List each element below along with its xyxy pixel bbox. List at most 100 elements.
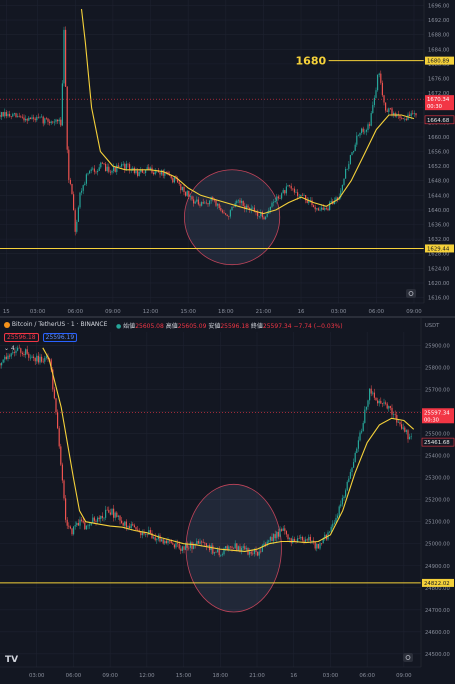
candle-body bbox=[98, 517, 100, 520]
eth-chart-panel[interactable]: 1680 1696.00 1692.00 1688.00 1684.00 1680.00 1… bbox=[0, 0, 455, 317]
candle-body bbox=[57, 119, 59, 122]
candle-body bbox=[223, 212, 225, 214]
candle-body bbox=[255, 211, 257, 213]
candle-body bbox=[333, 200, 335, 205]
price-tick-label: 1688.00 bbox=[428, 33, 449, 39]
candle-body bbox=[42, 116, 44, 124]
candle-body bbox=[385, 402, 387, 404]
gear-icon bbox=[405, 655, 411, 660]
candle-body bbox=[159, 172, 161, 175]
candle-body bbox=[298, 196, 300, 197]
candle-body bbox=[309, 536, 311, 541]
sell-price-button[interactable]: 25596.18 bbox=[4, 333, 39, 342]
candle-body bbox=[250, 551, 252, 554]
btc-price-chart[interactable]: 25900.0025800.0025700.0025600.0025500.00… bbox=[0, 318, 455, 681]
candle-body bbox=[247, 205, 249, 208]
candle-body bbox=[327, 208, 329, 211]
chart-settings-icon[interactable] bbox=[403, 653, 413, 662]
candle-body bbox=[287, 185, 289, 187]
chart-settings-icon[interactable] bbox=[406, 289, 416, 298]
candle-body bbox=[346, 481, 348, 491]
candle-body bbox=[61, 464, 63, 481]
candle-body bbox=[124, 521, 126, 526]
indicator-count: 4 bbox=[10, 345, 15, 352]
candle-body bbox=[15, 350, 17, 353]
candle-body bbox=[324, 534, 326, 539]
candle-body bbox=[34, 357, 36, 362]
candle-body bbox=[177, 179, 179, 183]
candle-body bbox=[349, 472, 351, 479]
indicator-toggle[interactable]: ⌄ 4 bbox=[4, 345, 15, 352]
price-axis-bg bbox=[424, 0, 455, 317]
candle-body bbox=[185, 544, 187, 550]
candle-body bbox=[161, 539, 163, 542]
candle-body bbox=[225, 213, 227, 215]
candle-body bbox=[287, 534, 289, 540]
candle-body bbox=[361, 128, 363, 134]
candle-body bbox=[245, 205, 247, 210]
candle-body bbox=[93, 517, 95, 521]
candle-body bbox=[269, 206, 271, 211]
time-tick-label: 21:00 bbox=[256, 309, 272, 315]
candle-body bbox=[79, 519, 81, 526]
price-tick-label: 25300.00 bbox=[425, 476, 450, 482]
candle-body bbox=[37, 116, 39, 118]
candle-body bbox=[209, 200, 211, 205]
candle-body bbox=[170, 175, 172, 179]
candle-body bbox=[13, 113, 15, 115]
time-tick-label: 16 bbox=[290, 673, 297, 679]
candle-body bbox=[244, 546, 246, 550]
candle-body bbox=[29, 357, 31, 359]
buy-price-button[interactable]: 25596.19 bbox=[42, 333, 78, 342]
time-tick-label: 09:00 bbox=[102, 673, 118, 679]
time-tick-label: 09:00 bbox=[105, 309, 121, 315]
candle-body bbox=[119, 166, 121, 168]
candle-body bbox=[239, 200, 241, 203]
candle-body bbox=[354, 452, 356, 463]
candle-body bbox=[47, 118, 49, 122]
candle-body bbox=[173, 544, 175, 548]
candle-body bbox=[31, 117, 33, 120]
candle-body bbox=[73, 526, 75, 535]
candle-body bbox=[172, 178, 174, 183]
support-price-badge: 1629.44 bbox=[427, 246, 450, 252]
candle-body bbox=[343, 496, 345, 499]
candle-body bbox=[231, 206, 233, 211]
candle-body bbox=[12, 352, 14, 354]
candle-body bbox=[135, 527, 137, 530]
eth-price-chart[interactable]: 16801696.001692.001688.001684.001680.001… bbox=[0, 0, 455, 317]
candle-body bbox=[394, 414, 396, 416]
candle-body bbox=[121, 520, 123, 523]
price-tick-label: 1676.00 bbox=[428, 76, 449, 82]
candle-body bbox=[177, 543, 179, 544]
candle-body bbox=[242, 200, 244, 207]
candle-body bbox=[204, 542, 206, 544]
btc-chart-panel[interactable]: 25900.0025800.0025700.0025600.0025500.00… bbox=[0, 318, 455, 681]
candle-body bbox=[4, 356, 6, 360]
candle-body bbox=[204, 202, 206, 204]
candle-body bbox=[109, 512, 111, 515]
candle-body bbox=[261, 545, 263, 552]
candle-body bbox=[311, 540, 313, 542]
candle-body bbox=[39, 116, 41, 118]
candle-body bbox=[346, 168, 348, 170]
tradingview-logo[interactable]: TV bbox=[5, 655, 18, 665]
candle-body bbox=[31, 356, 33, 358]
candle-body bbox=[172, 543, 174, 545]
candle-body bbox=[397, 422, 399, 423]
candle-body bbox=[290, 186, 292, 189]
panel-separator[interactable] bbox=[0, 316, 455, 318]
candle-body bbox=[362, 422, 364, 432]
candle-body bbox=[41, 356, 43, 362]
candle-body bbox=[231, 546, 233, 548]
candle-body bbox=[263, 543, 265, 546]
btc-symbol-header[interactable]: Bitcoin / TetherUS · 1 · BINANCE bbox=[4, 321, 107, 328]
candle-body bbox=[183, 186, 185, 193]
candle-body bbox=[279, 198, 281, 200]
candle-body bbox=[154, 171, 156, 175]
candle-body bbox=[359, 432, 361, 441]
candle-body bbox=[178, 182, 180, 184]
candle-body bbox=[221, 554, 223, 556]
candle-body bbox=[217, 549, 219, 553]
price-tick-label: 1644.00 bbox=[428, 193, 449, 199]
